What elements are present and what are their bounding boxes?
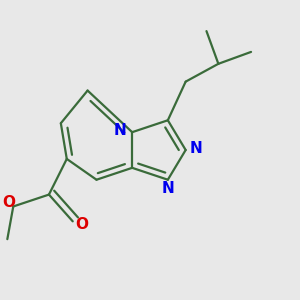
Text: N: N bbox=[114, 123, 127, 138]
Text: N: N bbox=[190, 141, 202, 156]
Text: O: O bbox=[75, 217, 88, 232]
Text: N: N bbox=[161, 181, 174, 196]
Text: O: O bbox=[2, 194, 15, 209]
